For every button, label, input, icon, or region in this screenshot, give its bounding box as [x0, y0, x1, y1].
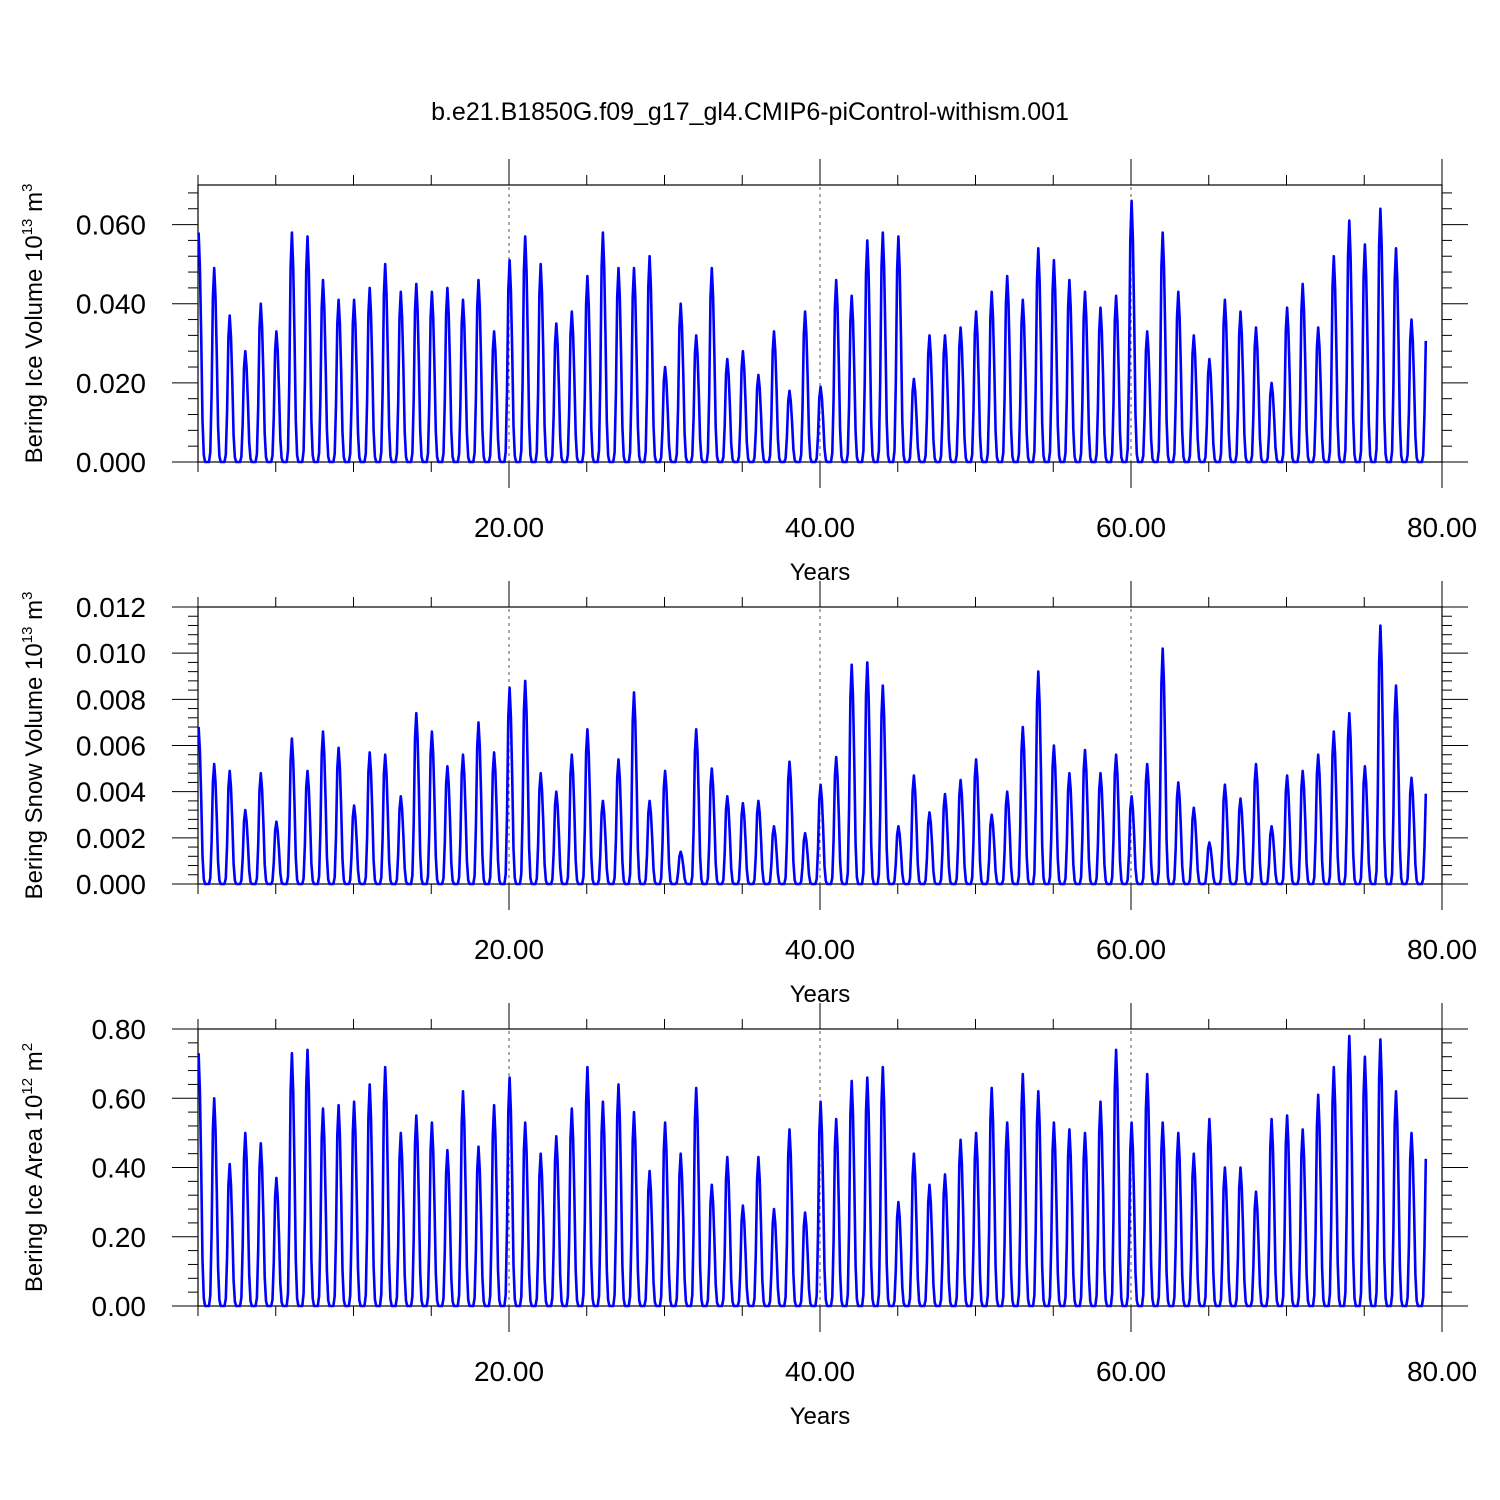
y-axis-label-exponent: 13 — [19, 219, 36, 236]
x-tick-label: 40.00 — [785, 512, 855, 543]
y-tick-label: 0.80 — [92, 1014, 147, 1045]
chart-panel-3: 20.00 40.00 60.00 80.00 Years 0.00 0.20 0.40 0.6… — [19, 1003, 1477, 1430]
y-tick-label: 0.00 — [92, 1291, 147, 1322]
y-tick-label: 0.000 — [76, 869, 146, 900]
y-tick-label: 0.60 — [92, 1083, 147, 1114]
y-tick-label: 0.20 — [92, 1222, 147, 1253]
y-tick-label: 0.060 — [76, 210, 146, 241]
chart-panel-1: 20.00 40.00 60.00 80.00Years0.0000.0200.040… — [19, 159, 1477, 586]
series-line — [197, 1034, 1428, 1308]
x-tick-label: 60.00 — [1096, 512, 1166, 543]
y-axis-label-unit-exponent: 3 — [19, 184, 36, 192]
series-line — [197, 199, 1428, 464]
y-axis-label-text: Bering Ice Area 10 — [21, 1095, 48, 1292]
y-axis-label-unit: m — [21, 600, 48, 627]
y-tick-label: 0.000 — [76, 447, 146, 478]
x-tick-label: 20.00 — [474, 1356, 544, 1387]
y-tick-label: 0.040 — [76, 289, 146, 320]
x-tick-label: 80.00 — [1407, 512, 1477, 543]
y-tick-label: 0.020 — [76, 368, 146, 399]
chart-panel-2: 20.00 40.00 60.00 80.00Years0.0000.0020.004… — [19, 581, 1477, 1008]
x-axis-label: Years — [790, 1403, 851, 1430]
x-tick-label: 20.00 — [474, 934, 544, 965]
y-axis-label-unit-exponent: 3 — [19, 592, 36, 600]
y-tick-label: 0.012 — [76, 592, 146, 623]
y-axis-label-text: Bering Ice Volume 10 — [21, 235, 48, 463]
x-tick-label: 40.00 — [785, 1356, 855, 1387]
y-axis-label: Bering Ice Area 1012 m2 — [19, 1043, 48, 1292]
x-tick-label: 60.00 — [1096, 1356, 1166, 1387]
x-tick-label: 80.00 — [1407, 934, 1477, 965]
y-axis-label-exponent: 12 — [19, 1078, 36, 1095]
x-tick-label: 40.00 — [785, 934, 855, 965]
y-axis-label-unit: m — [21, 1051, 48, 1078]
series-line — [197, 624, 1428, 886]
panels: 20.00 40.00 60.00 80.00Years0.0000.0200.040… — [19, 159, 1477, 1430]
y-tick-label: 0.002 — [76, 823, 146, 854]
y-tick-label: 0.40 — [92, 1153, 147, 1184]
figure-title: b.e21.B1850G.f09_g17_gl4.CMIP6-piControl… — [431, 98, 1069, 126]
x-tick-label: 60.00 — [1096, 934, 1166, 965]
y-axis-label: Bering Snow Volume 1013 m3 — [19, 592, 48, 900]
y-tick-label: 0.006 — [76, 731, 146, 762]
y-axis-label: Bering Ice Volume 1013 m3 — [19, 184, 48, 464]
y-tick-label: 0.008 — [76, 684, 146, 715]
x-tick-label: 20.00 — [474, 512, 544, 543]
y-axis-label-text: Bering Snow Volume 10 — [21, 643, 48, 899]
y-axis-label-unit-exponent: 2 — [19, 1043, 36, 1051]
y-tick-label: 0.004 — [76, 777, 146, 808]
x-tick-label: 80.00 — [1407, 1356, 1477, 1387]
y-axis-label-unit: m — [21, 192, 48, 219]
y-tick-label: 0.010 — [76, 638, 146, 669]
y-axis-label-exponent: 13 — [19, 627, 36, 644]
